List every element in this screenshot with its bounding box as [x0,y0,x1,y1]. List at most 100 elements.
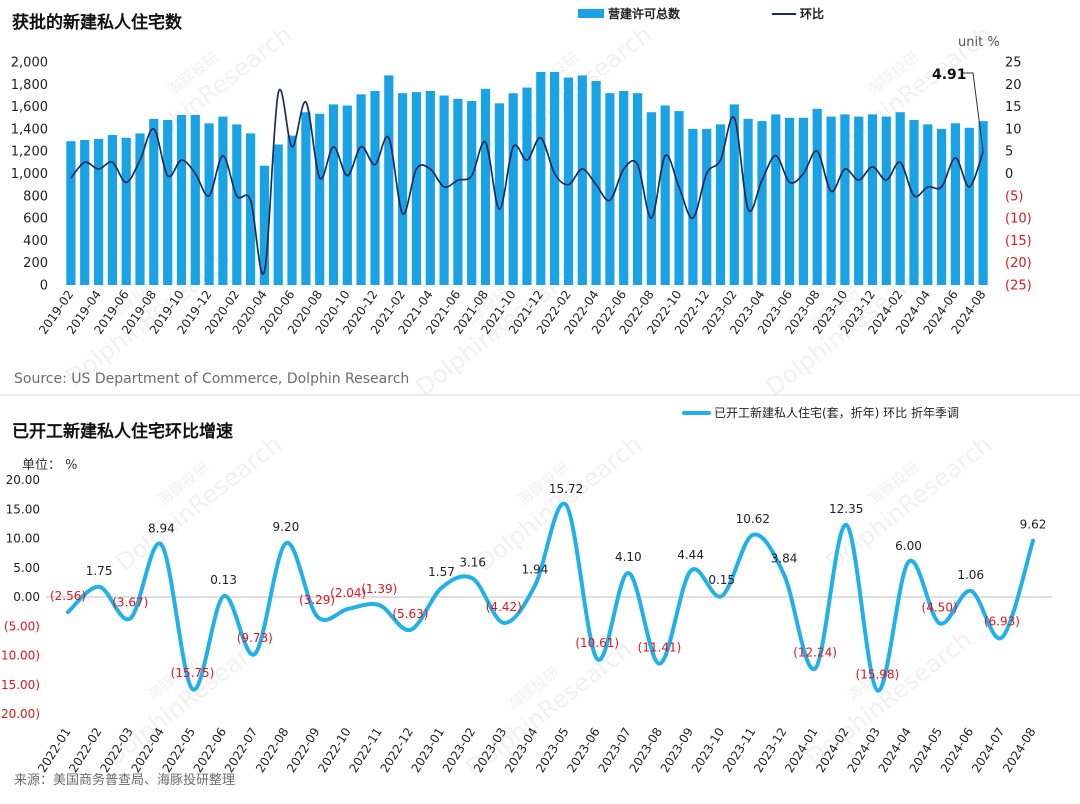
y-axis-tick-label: 10.00 [6,532,40,546]
permit-bar [619,91,629,285]
chart1-title: 获批的新建私人住宅数 [12,12,183,33]
permit-bar [508,93,518,285]
legend-label-mom: 环比 [800,6,824,21]
data-label: (11.41) [638,641,682,655]
data-label: (5.63) [392,607,428,621]
permit-bar [536,72,546,285]
data-label: (3.67) [112,596,148,610]
permit-bar [439,95,449,285]
permit-bar [674,111,684,285]
data-label: (3.29) [299,593,335,607]
left-axis-tick-label: 600 [23,212,48,227]
permit-bar [121,137,131,285]
chart2-title: 已开工新建私人住宅环比增速 [12,421,233,442]
permit-bar [688,128,698,285]
left-axis-tick-label: 2,000 [11,56,48,71]
permit-bar [425,91,435,285]
data-label: 1.57 [428,565,455,579]
permit-bar [660,105,670,285]
permit-bar [190,115,200,285]
data-label: 4.10 [615,550,642,564]
data-label: (12.24) [793,646,837,660]
permit-bar [398,93,408,285]
chart1-unit-label: unit % [958,35,1000,50]
y-axis-tick-label: (15.00) [0,678,40,692]
permit-bar [771,114,781,286]
right-axis-tick-label: (25) [1005,279,1032,294]
permit-bar [729,104,739,286]
permit-bar [909,120,919,285]
permit-bar [176,115,187,285]
permit-bar [646,112,656,285]
left-axis-tick-label: 1,400 [11,122,48,137]
permit-bar [204,123,214,285]
permit-bar [881,116,891,285]
permit-bar [80,140,90,285]
right-axis-tick-label: (5) [1005,189,1023,204]
permit-bar [978,121,988,285]
permit-bar [563,77,574,285]
permit-bar [480,88,491,285]
data-label: 3.84 [771,552,798,566]
right-axis-tick-label: 10 [1005,122,1022,137]
left-axis-tick-label: 1,600 [11,100,48,115]
data-label: 12.35 [829,502,863,516]
annotation-leader-line [962,72,984,152]
permit-bar [494,103,504,285]
right-axis-tick-label: 20 [1005,78,1022,93]
right-axis-tick-label: (15) [1005,234,1032,249]
permit-bar [591,81,601,285]
left-axis-tick-label: 1,200 [11,145,48,160]
permit-bar [66,141,76,285]
permit-bar [895,112,905,285]
permit-bar [301,112,311,285]
permit-bar [453,98,463,285]
chart2-unit-label: 单位： % [22,458,78,473]
legend-label-permits: 营建许可总数 [608,6,681,21]
permit-bar [328,104,339,286]
left-axis-ticks: 2,000 1,800 1,600 1,400 1,200 1,000 800 600 400 2… [11,56,48,294]
data-label: (6.93) [984,615,1020,629]
data-label: 3.16 [459,556,486,570]
right-axis-tick-label: (20) [1005,256,1032,271]
permit-bar [550,72,560,285]
permit-bar [384,75,394,286]
permit-bar [757,121,767,285]
chart1-source: Source: US Department of Commerce, Dolph… [14,371,409,387]
chart2-legend: 已开工新建私人住宅(套，折年) 环比 折年季调 [682,405,959,420]
permit-bar [218,116,228,285]
permit-bar [163,120,173,285]
permit-bar [467,101,477,285]
permit-bar [246,133,256,285]
y-axis-tick-label: 15.00 [6,502,40,516]
data-label: 1.94 [522,563,549,577]
left-axis-tick-label: 0 [40,279,48,294]
housing-starts-mom-line [66,501,1035,693]
permit-bar [232,124,242,286]
permit-bar [522,87,532,285]
permit-bar [259,165,269,285]
permit-bar [702,128,712,285]
data-label: 1.75 [86,564,113,578]
data-label: 9.20 [273,520,300,534]
chart2-source: 来源：美国商务普查局、海豚投研整理 [14,772,235,788]
right-axis-tick-label: 25 [1005,56,1022,71]
y-axis-tick-label: 5.00 [13,561,40,575]
data-label: (9.73) [237,631,273,645]
legend-label-starts: 已开工新建私人住宅(套，折年) 环比 折年季调 [714,405,959,420]
permit-bar [411,92,421,285]
data-label: 9.62 [1020,518,1047,532]
permit-bar [370,91,380,285]
permit-bar [854,116,864,285]
left-axis-tick-label: 800 [23,189,48,204]
data-label: (10.61) [575,636,619,650]
permit-bar [798,117,808,286]
left-axis-tick-label: 1,000 [11,167,48,182]
right-axis-tick-label: 0 [1005,167,1013,182]
left-axis-tick-label: 1,800 [11,78,48,93]
data-labels: (2.56)1.75 (3.67) 8.94 (15.75) 0.13 (9.73) 9.2… [50,482,1046,682]
data-label: (15.98) [856,668,900,682]
permit-bar [94,138,104,285]
data-label: (1.39) [361,582,397,596]
permit-bar [826,116,836,285]
